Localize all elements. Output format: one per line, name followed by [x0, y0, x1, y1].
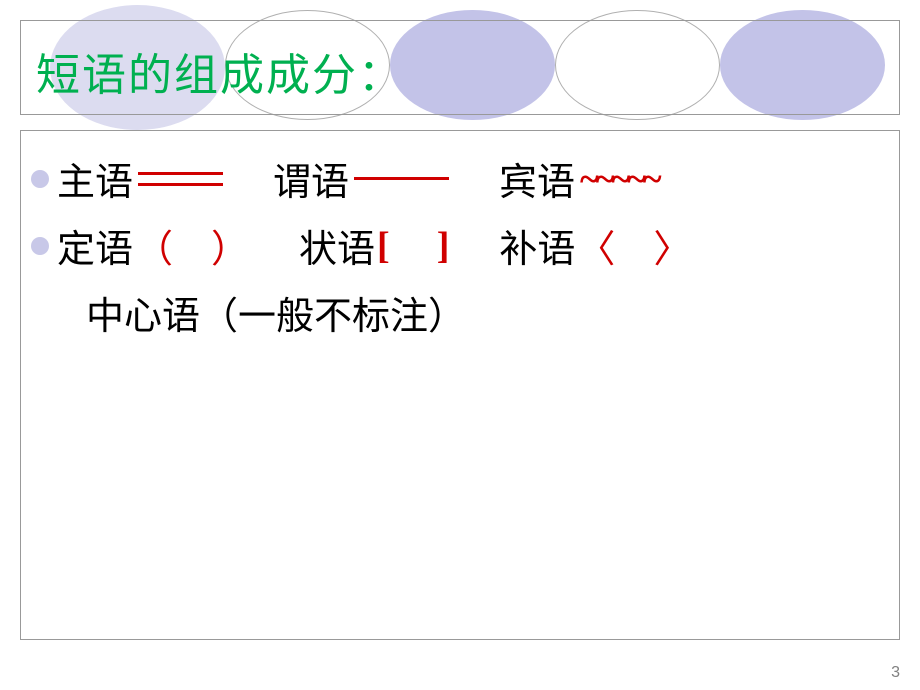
subject-label: 主语 — [57, 151, 133, 206]
complement-item: 补语 〈 〉 — [499, 218, 691, 273]
bracket-close-symbol: ] — [437, 224, 450, 268]
angle-bracket-symbol: 〈 〉 — [577, 218, 691, 273]
bullet-icon — [31, 237, 49, 255]
row-content: 定语 （ ） 状语 [ ] 补语 〈 〉 — [57, 218, 741, 273]
slide-title: 短语的组成成分： — [36, 39, 884, 103]
predicate-label: 谓语 — [273, 151, 349, 206]
adverbial-item: 状语 [ ] — [299, 218, 449, 273]
bullet-icon — [31, 170, 49, 188]
wave-symbol: ~~~~~ — [580, 158, 659, 200]
attributive-label: 定语 — [57, 218, 133, 273]
object-label: 宾语 — [499, 151, 575, 206]
parenthesis-symbol: （ ） — [135, 218, 249, 273]
content-container: 主语 谓语 宾语 ~~~~~ 定语 （ ） 状语 [ ] — [20, 130, 900, 640]
content-row-3: 中心语（一般不标注） — [31, 285, 889, 340]
content-row-2: 定语 （ ） 状语 [ ] 补语 〈 〉 — [31, 218, 889, 273]
center-word-text: 中心语（一般不标注） — [86, 285, 466, 340]
predicate-item: 谓语 — [273, 151, 449, 206]
double-underline-symbol — [138, 172, 223, 186]
title-container: 短语的组成成分： — [20, 20, 900, 115]
row-content: 主语 谓语 宾语 ~~~~~ — [57, 151, 709, 206]
object-item: 宾语 ~~~~~ — [499, 151, 659, 206]
adverbial-label: 状语 — [299, 218, 375, 273]
page-number: 3 — [891, 664, 900, 682]
attributive-item: 定语 （ ） — [57, 218, 249, 273]
content-row-1: 主语 谓语 宾语 ~~~~~ — [31, 151, 889, 206]
subject-item: 主语 — [57, 151, 223, 206]
bracket-open-symbol: [ — [377, 224, 390, 268]
single-underline-symbol — [354, 177, 449, 180]
complement-label: 补语 — [499, 218, 575, 273]
